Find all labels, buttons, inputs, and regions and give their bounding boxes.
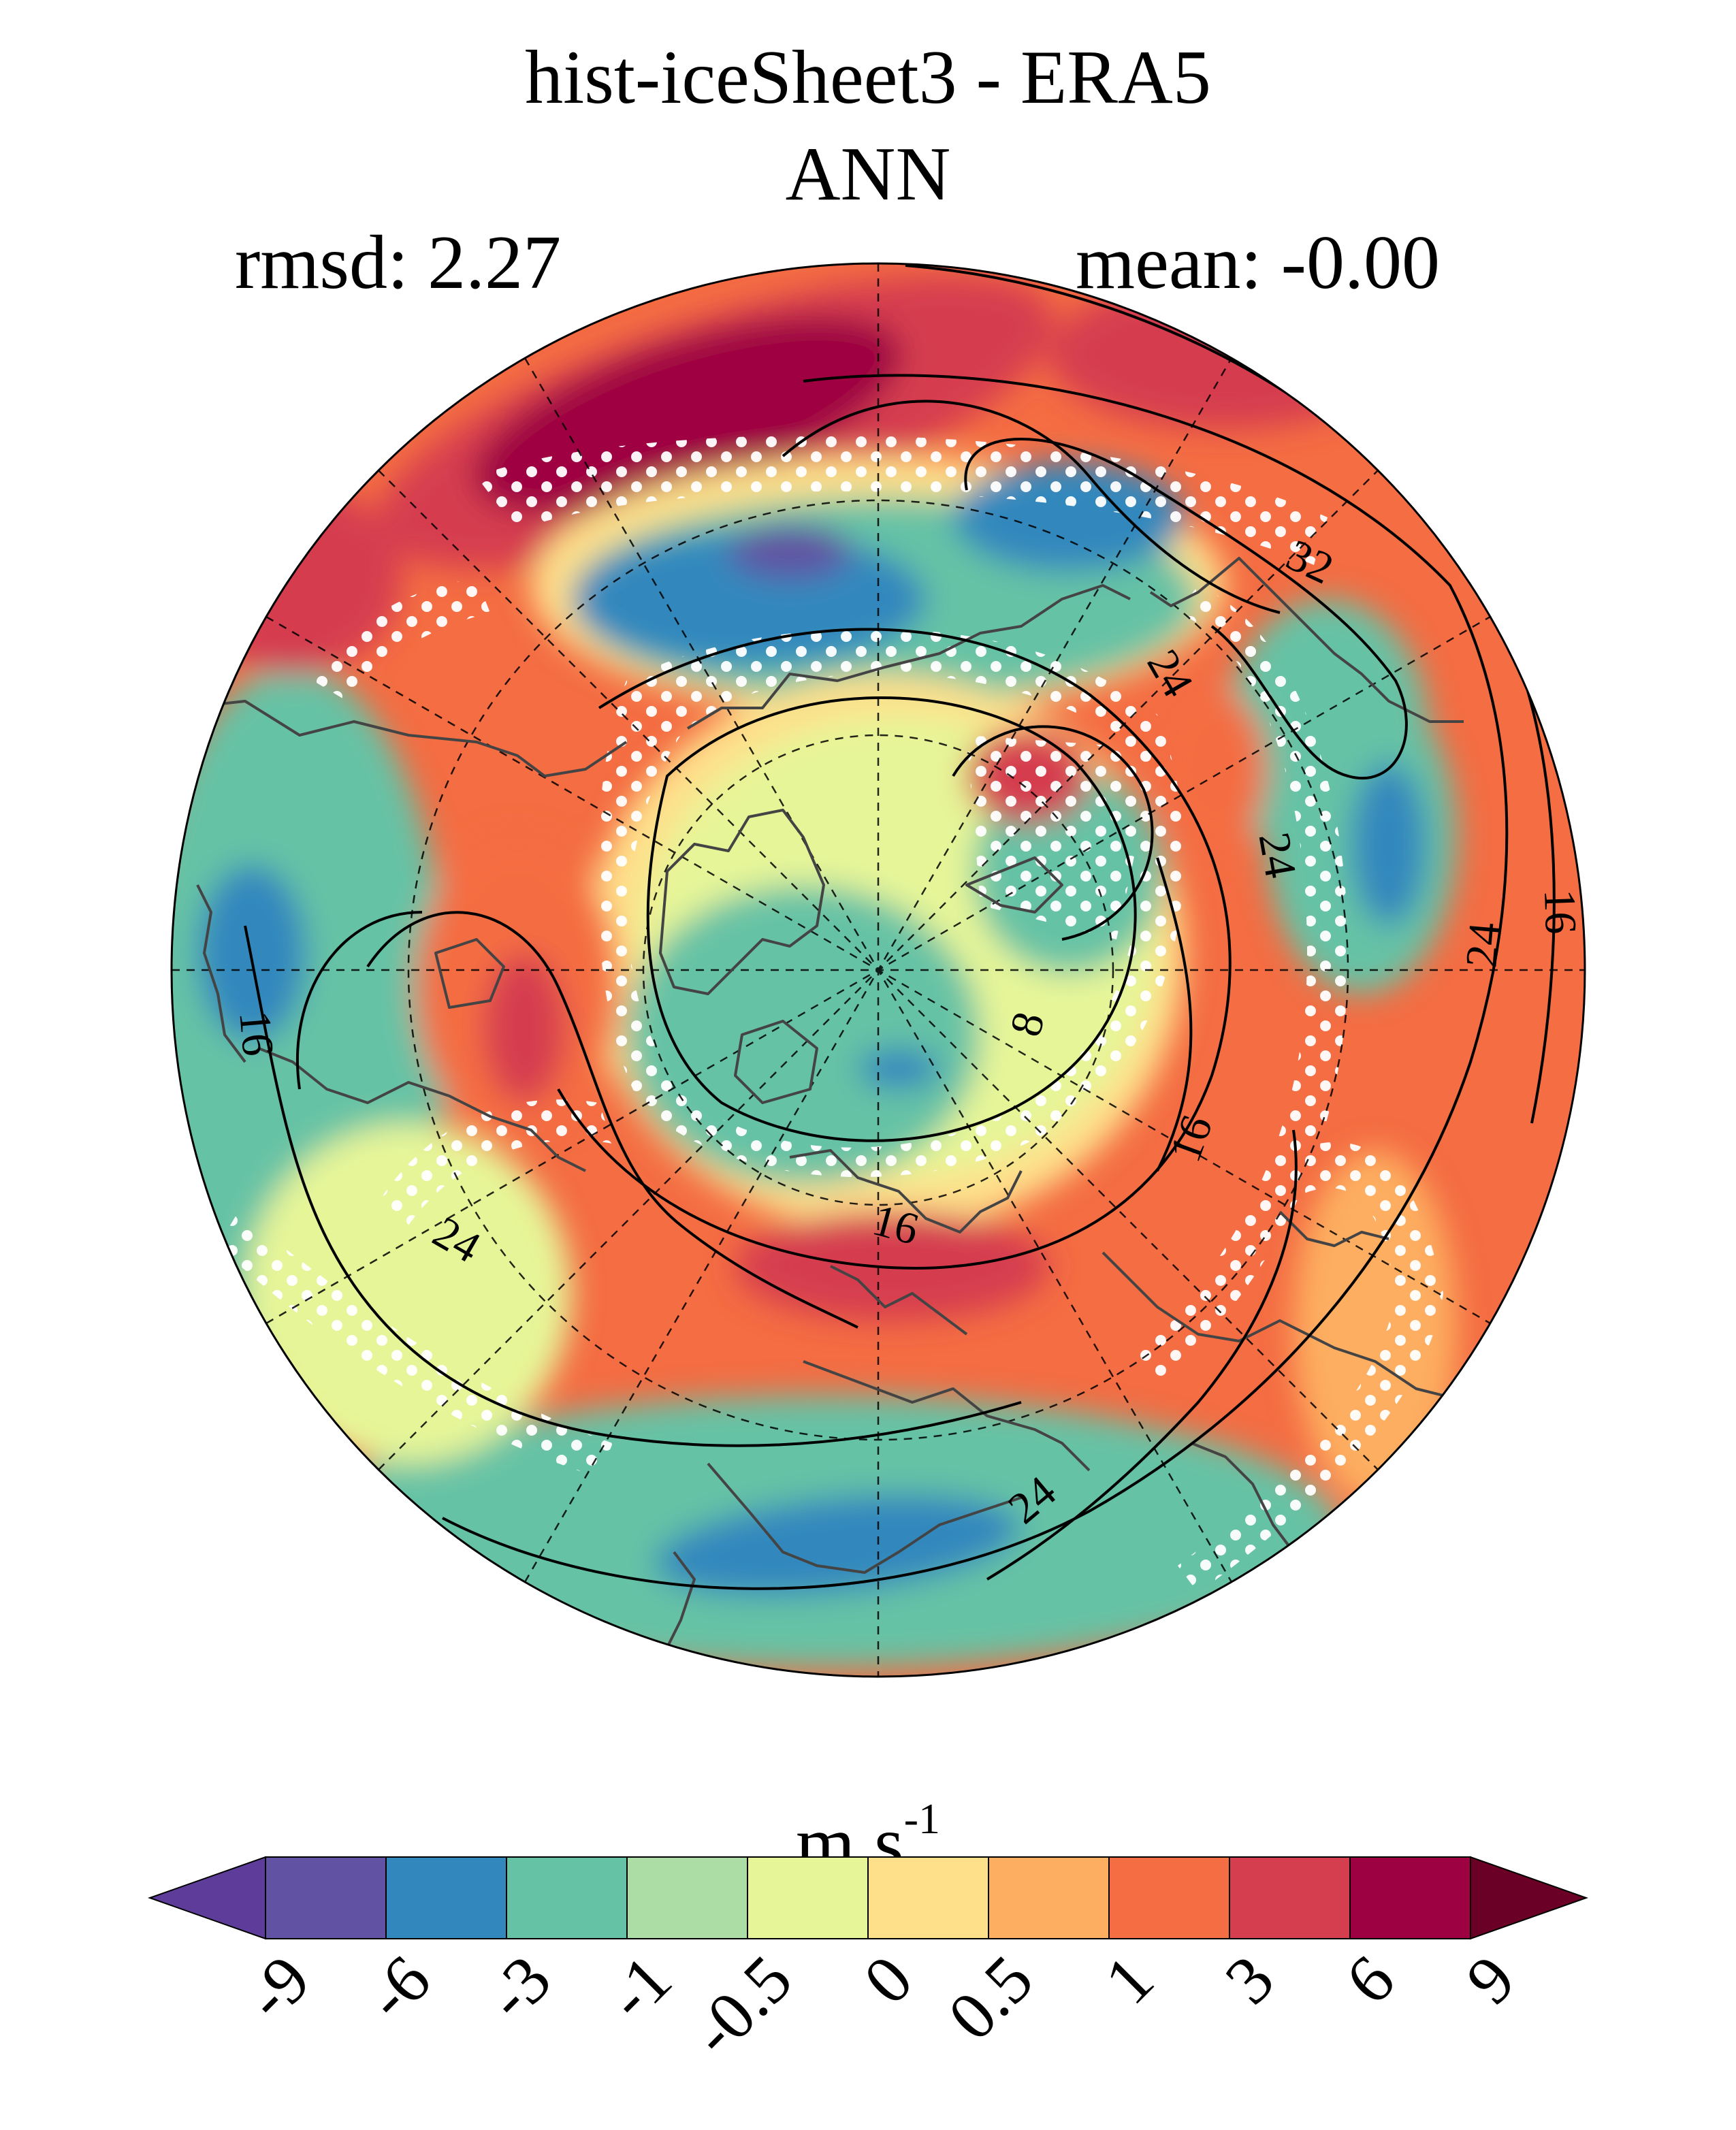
colorbar-box <box>988 1856 1110 1939</box>
contour-label: 16 <box>229 1009 283 1058</box>
rmsd-label: rmsd: 2.27 <box>235 221 562 305</box>
colorbar-labels: -9 -6 -3 -1-0.5 0 0.5 1 3 6 9 <box>231 1941 1529 2070</box>
colorbar-extend-low <box>147 1856 266 1940</box>
colorbar-tick-label: 0.5 <box>933 1941 1047 2054</box>
colorbar-box <box>747 1856 869 1939</box>
contours <box>244 264 1556 1590</box>
colorbar-box <box>1229 1856 1351 1939</box>
graticule <box>172 263 1585 1677</box>
colorbar-box <box>506 1856 628 1939</box>
colorbar-tick-label: 3 <box>1210 1941 1288 2018</box>
map-title: hist-iceSheet3 - ERA5 <box>525 35 1211 120</box>
colorbar-extend-high <box>1470 1856 1589 1940</box>
colorbar-tick-label: -1 <box>592 1941 686 2034</box>
contour-label: 16 <box>1534 888 1586 935</box>
coastlines <box>183 557 1471 1648</box>
colorbar-tick-label: 9 <box>1451 1941 1529 2018</box>
colorbar-box <box>1108 1856 1230 1939</box>
mean-label: mean: -0.00 <box>1076 221 1440 305</box>
field-layer: 32 24 24 16 16 16 24 8 24 16 24 <box>172 263 1586 1677</box>
colorbar-tick-label: -0.5 <box>677 1941 806 2070</box>
colorbar-box <box>265 1856 387 1939</box>
contour-label: 24 <box>1456 920 1509 969</box>
contour-label: 24 <box>1249 828 1305 882</box>
colorbar-box <box>385 1856 507 1939</box>
colorbar-tick-label: -3 <box>472 1941 565 2034</box>
season-label: ANN <box>785 132 951 216</box>
colorbar-boxes <box>147 1856 1589 1940</box>
colorbar-tick-label: 6 <box>1331 1941 1409 2018</box>
colorbar-tick-label: -6 <box>351 1941 445 2034</box>
map-boundary <box>170 262 1586 1678</box>
colorbar-tick-label: 1 <box>1090 1941 1168 2018</box>
colorbar-box <box>867 1856 989 1939</box>
colorbar-tick-label: 0 <box>849 1941 927 2018</box>
colorbar-tick-label: -9 <box>231 1941 324 2034</box>
colorbar-box <box>1349 1856 1471 1939</box>
colorbar-box <box>626 1856 748 1939</box>
